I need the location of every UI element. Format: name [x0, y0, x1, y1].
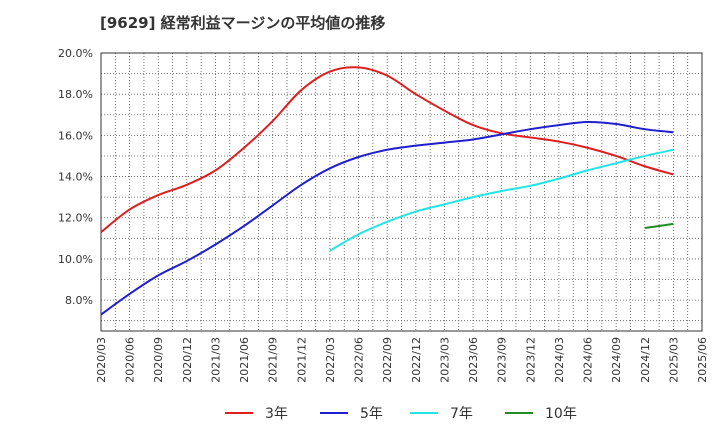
- legend-label: 3年: [265, 406, 288, 422]
- x-tick-label: 2024/12: [639, 337, 652, 383]
- y-tick-label: 10.0%: [58, 253, 93, 266]
- series-line-1: [100, 66, 674, 233]
- x-tick-label: 2023/12: [524, 337, 537, 383]
- x-tick-label: 2024/03: [553, 337, 566, 383]
- y-tick-label: 16.0%: [58, 129, 93, 142]
- x-tick-label: 2020/03: [95, 337, 108, 383]
- plot-frame: [100, 52, 703, 332]
- x-tick-label: 2022/06: [353, 337, 366, 383]
- y-tick-label: 14.0%: [58, 171, 93, 184]
- x-axis: 2020/03 2020/06 2020/09 2020/12 2021/03 2021/…: [95, 337, 709, 383]
- legend-label: 7年: [450, 406, 473, 422]
- grid: [101, 53, 702, 331]
- series-line-4: [644, 222, 674, 230]
- x-tick-label: 2022/12: [410, 337, 423, 383]
- y-tick-label: 20.0%: [58, 47, 93, 60]
- series-line-3: [329, 148, 674, 252]
- y-axis: 8.0% 10.0% 12.0% 14.0% 16.0% 18.0% 20.0%: [58, 47, 93, 307]
- x-tick-label: 2024/09: [610, 337, 623, 383]
- y-tick-label: 18.0%: [58, 88, 93, 101]
- series-line-2: [100, 120, 674, 316]
- x-tick-label: 2025/06: [696, 337, 709, 383]
- x-tick-label: 2021/12: [295, 337, 308, 383]
- x-tick-label: 2021/06: [238, 337, 251, 383]
- x-tick-label: 2020/06: [124, 337, 137, 383]
- x-tick-label: 2023/09: [496, 337, 509, 383]
- x-tick-label: 2020/09: [152, 337, 165, 383]
- y-tick-label: 8.0%: [65, 294, 93, 307]
- x-tick-label: 2024/06: [582, 337, 595, 383]
- x-tick-label: 2020/12: [181, 337, 194, 383]
- x-tick-label: 2021/09: [267, 337, 280, 383]
- legend: 3年 5年 7年 10年: [225, 406, 577, 422]
- y-tick-label: 12.0%: [58, 212, 93, 225]
- series-layer: [100, 66, 674, 316]
- legend-label: 10年: [545, 406, 577, 422]
- x-tick-label: 2023/06: [467, 337, 480, 383]
- x-tick-label: 2023/03: [438, 337, 451, 383]
- x-tick-label: 2025/03: [667, 337, 680, 383]
- x-tick-label: 2022/09: [381, 337, 394, 383]
- legend-label: 5年: [360, 406, 383, 422]
- chart-title: [9629] 経常利益マージンの平均値の推移: [100, 14, 386, 32]
- x-tick-label: 2022/03: [324, 337, 337, 383]
- x-tick-label: 2021/03: [209, 337, 222, 383]
